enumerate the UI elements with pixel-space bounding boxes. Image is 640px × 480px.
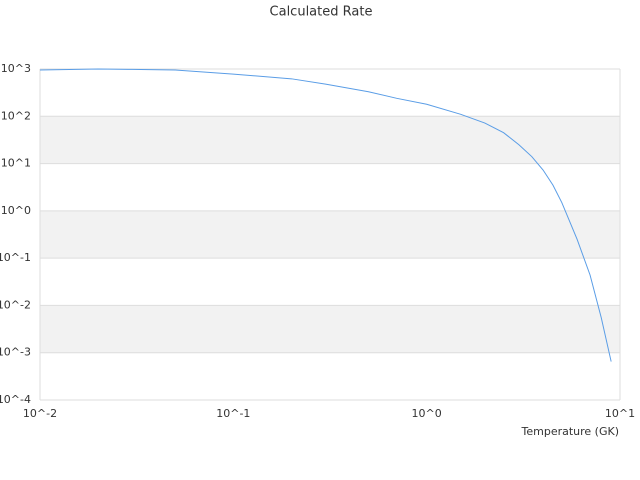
grid-band: [40, 305, 620, 353]
x-axis-label: Temperature (GK): [521, 425, 620, 438]
y-tick-label: 10^2: [1, 109, 31, 122]
grid-band: [40, 116, 620, 164]
x-tick-label: 10^-1: [216, 407, 250, 420]
grid-band: [40, 210, 620, 259]
y-tick-label: 10^0: [1, 204, 31, 217]
x-tick-label: 10^0: [412, 407, 442, 420]
y-tick-label: 10^-1: [0, 251, 31, 264]
data-line: [39, 68, 612, 362]
y-tick-label: 10^-3: [0, 346, 31, 359]
y-tick-label: 10^1: [1, 157, 31, 170]
chart-title: Calculated Rate: [270, 5, 373, 20]
y-tick-label: 10^3: [1, 62, 31, 75]
y-tick-label: 10^-2: [0, 298, 31, 311]
y-tick-label: 10^-4: [0, 393, 31, 406]
x-tick-label: 10^-2: [23, 407, 57, 420]
x-tick-label: 10^1: [605, 407, 635, 420]
